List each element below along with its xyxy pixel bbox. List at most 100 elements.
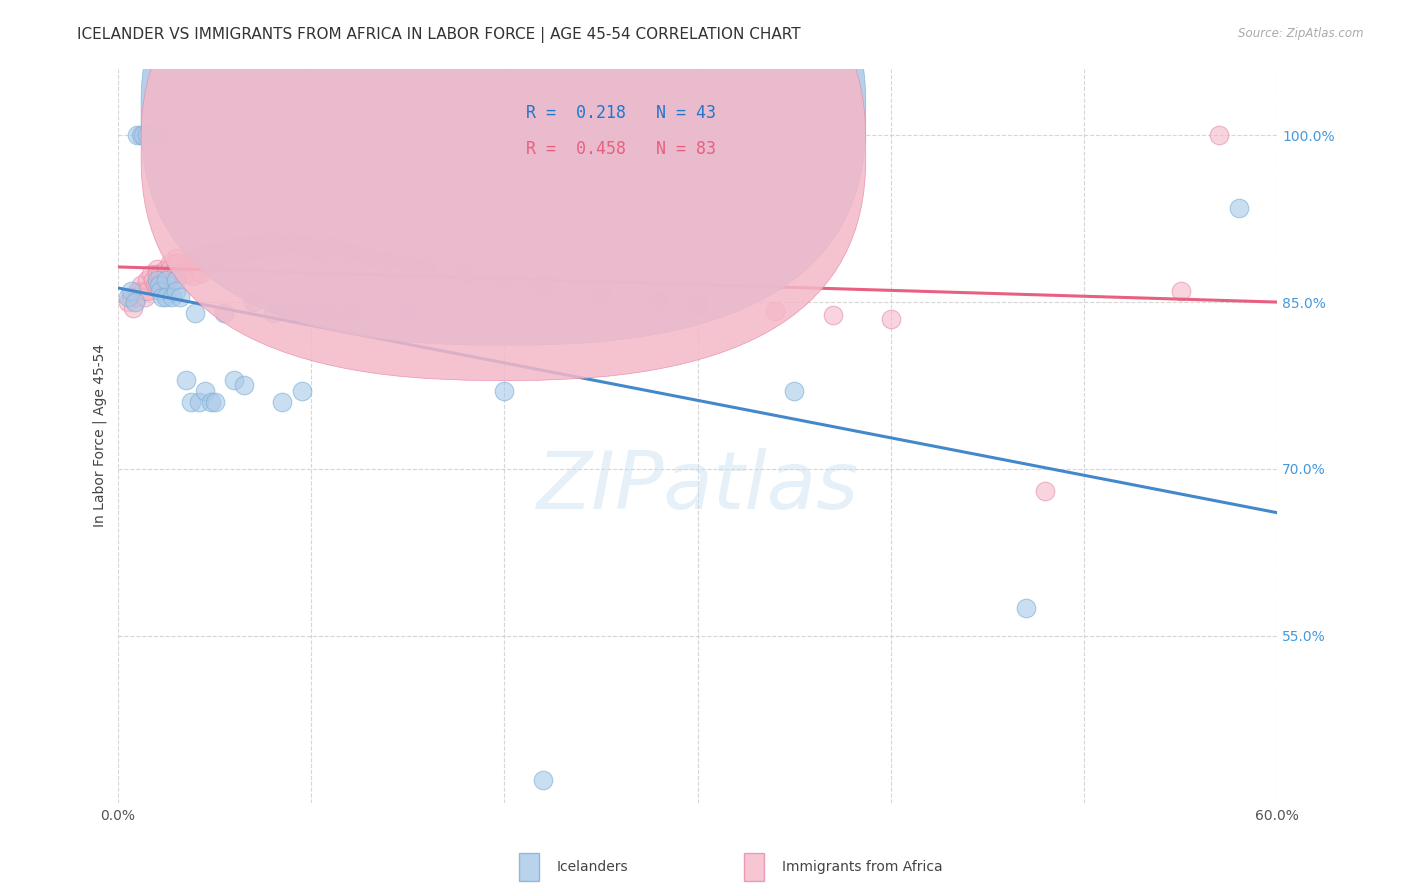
Point [783,384,806,398]
Point [127,289,149,303]
Point [396,256,419,270]
Point [190,266,212,280]
Point [169,289,191,303]
Point [155,261,177,276]
Point [145,267,167,281]
Point [299,239,322,253]
Point [186,260,208,274]
Point [763,304,786,318]
Point [222,239,245,253]
Point [170,264,193,278]
Point [188,262,211,277]
Point [262,234,284,248]
Text: Icelanders: Icelanders [557,860,628,874]
FancyBboxPatch shape [141,0,866,381]
Point [165,284,187,298]
Point [179,262,201,277]
Point [194,248,217,262]
Point [184,251,207,265]
Point [129,278,152,293]
Point [135,273,157,287]
Point [309,245,332,260]
Point [686,297,709,311]
Point [145,261,167,276]
Point [359,251,381,265]
Point [1208,128,1230,143]
Point [339,245,361,260]
Point [150,289,173,303]
Point [180,266,202,280]
Point [416,260,439,274]
Point [194,252,217,267]
Point [217,251,239,265]
Point [153,278,176,293]
Point [169,260,191,274]
Point [252,239,274,253]
Point [281,306,304,320]
Point [145,273,167,287]
Point [173,267,195,281]
Point [271,239,294,253]
Point [494,384,516,398]
Point [207,252,229,267]
Text: R =  0.458   N = 83: R = 0.458 N = 83 [526,139,716,158]
Point [149,284,172,298]
Point [139,267,162,281]
Point [204,245,226,260]
Point [589,286,612,301]
Point [176,260,198,274]
Text: Source: ZipAtlas.com: Source: ZipAtlas.com [1239,27,1364,40]
Point [188,395,211,409]
Point [262,306,284,320]
Point [232,239,254,253]
Point [339,306,361,320]
Point [1227,201,1250,215]
Point [134,289,156,303]
Point [117,289,139,303]
Point [142,273,165,287]
Point [159,256,181,270]
Point [1015,601,1038,615]
Point [880,311,903,326]
FancyBboxPatch shape [141,0,866,345]
Point [1035,484,1057,499]
Point [159,261,181,276]
Point [821,309,844,323]
Point [184,256,207,270]
Point [494,273,516,287]
Point [160,289,183,303]
Point [160,267,183,281]
Point [226,245,249,260]
Point [132,128,155,143]
Point [145,128,167,143]
Point [396,306,419,320]
Point [163,273,186,287]
Point [212,306,235,320]
Point [157,273,180,287]
Point [135,128,157,143]
Point [238,245,260,260]
Point [148,278,170,293]
Point [121,284,143,298]
FancyBboxPatch shape [471,87,807,175]
Point [149,267,172,281]
Point [204,251,226,265]
Point [454,267,477,281]
Point [117,295,139,310]
Point [377,252,399,267]
Point [121,289,143,303]
Point [299,306,322,320]
Point [194,384,217,398]
Point [204,395,226,409]
Point [180,395,202,409]
Point [281,234,304,248]
Point [290,384,312,398]
Point [246,242,269,256]
Text: ZIPatlas: ZIPatlas [537,448,859,526]
Point [122,301,145,315]
Point [165,251,187,265]
Y-axis label: In Labor Force | Age 45-54: In Labor Force | Age 45-54 [93,344,107,527]
Text: ICELANDER VS IMMIGRANTS FROM AFRICA IN LABOR FORCE | AGE 45-54 CORRELATION CHART: ICELANDER VS IMMIGRANTS FROM AFRICA IN L… [77,27,801,43]
Point [145,278,167,293]
Point [184,306,207,320]
